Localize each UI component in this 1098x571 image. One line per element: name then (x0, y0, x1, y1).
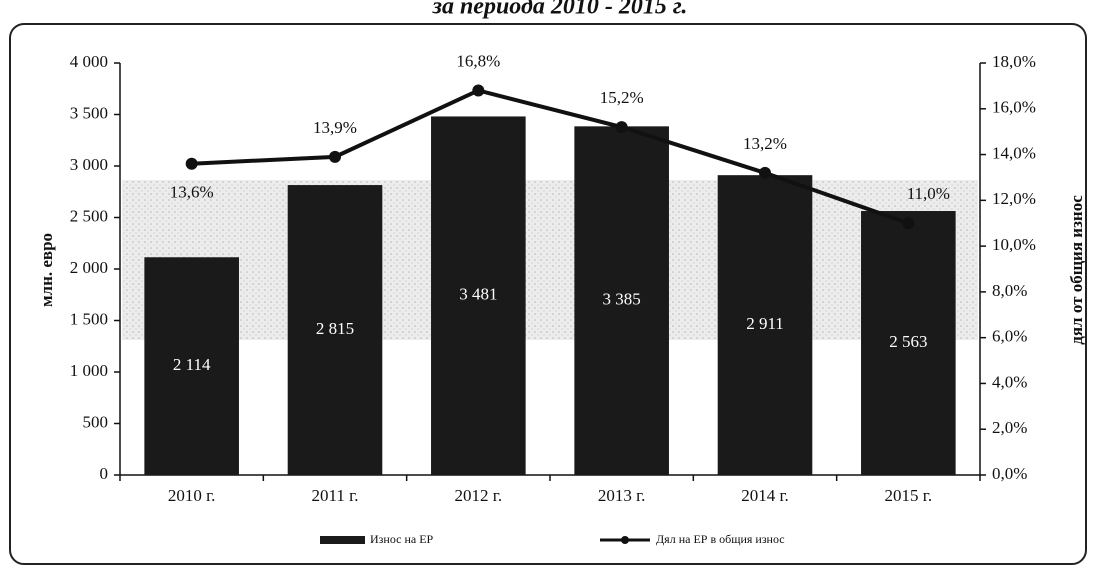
y-axis-label: млн. евро (37, 233, 56, 307)
scan-texture (122, 180, 978, 340)
line-value-label: 16,8% (456, 51, 500, 70)
y-tick-label: 1 000 (70, 361, 108, 380)
y2-axis-label: дял от общия износ (1067, 195, 1086, 345)
y2-tick-label: 16,0% (992, 98, 1036, 117)
bar (717, 175, 813, 476)
bar (287, 185, 383, 475)
y2-tick-label: 6,0% (992, 327, 1027, 346)
y2-tick-label: 8,0% (992, 281, 1027, 300)
y-tick-label: 3 500 (70, 103, 108, 122)
line-point (902, 217, 915, 230)
line (191, 88, 909, 226)
legend-swatch (621, 536, 629, 544)
x-tick-label: 2014 г. (741, 486, 789, 505)
line-point (329, 150, 341, 163)
y-tick-label: 500 (83, 412, 109, 431)
chart-title: за периода 2010 - 2015 г. (432, 0, 688, 20)
y2-tick-label: 0,0% (992, 464, 1027, 483)
bar-value-label: 2 114 (173, 355, 211, 374)
bar-value-label: 2 911 (746, 314, 784, 333)
bar (144, 257, 239, 475)
bar (861, 211, 956, 476)
bar-value-label: 2 815 (316, 319, 354, 338)
legend-swatch (320, 536, 365, 544)
x-tick-label: 2010 г. (168, 486, 216, 505)
line-value-label: 15,2% (600, 88, 644, 107)
line-value-label: 11,0% (907, 184, 950, 203)
bar-value-label: 3 481 (459, 285, 497, 304)
bar-value-label: 2 563 (889, 332, 927, 351)
y-tick-label: 4 000 (70, 52, 108, 71)
x-tick-label: 2013 г. (598, 486, 646, 505)
bar (574, 126, 669, 475)
line-point (185, 157, 198, 170)
legend-label: Дял на ЕР в общия износ (656, 532, 785, 546)
y2-tick-label: 4,0% (992, 372, 1027, 391)
line-value-label: 13,9% (313, 118, 357, 137)
line-point (472, 84, 485, 97)
y-tick-label: 2 500 (70, 206, 108, 225)
line-value-label: 13,2% (743, 134, 787, 153)
x-tick-label: 2011 г. (312, 486, 359, 505)
y2-tick-label: 10,0% (992, 235, 1036, 254)
y-tick-label: 1 500 (70, 309, 108, 328)
y2-tick-label: 2,0% (992, 418, 1027, 437)
bar (431, 116, 526, 475)
y2-tick-label: 12,0% (992, 189, 1036, 208)
legend-label: Износ на ЕР (370, 532, 434, 546)
line-value-label: 13,6% (170, 183, 214, 202)
y-tick-label: 2 000 (70, 258, 108, 277)
y-tick-label: 3 000 (70, 155, 108, 174)
y2-tick-label: 14,0% (992, 143, 1036, 162)
line-point (759, 166, 771, 179)
y-tick-label: 0 (100, 464, 109, 483)
x-tick-label: 2012 г. (455, 486, 503, 505)
y2-tick-label: 18,0% (992, 52, 1036, 71)
line-point (615, 121, 628, 134)
x-tick-label: 2015 г. (885, 486, 933, 505)
bar-value-label: 3 385 (603, 290, 641, 309)
